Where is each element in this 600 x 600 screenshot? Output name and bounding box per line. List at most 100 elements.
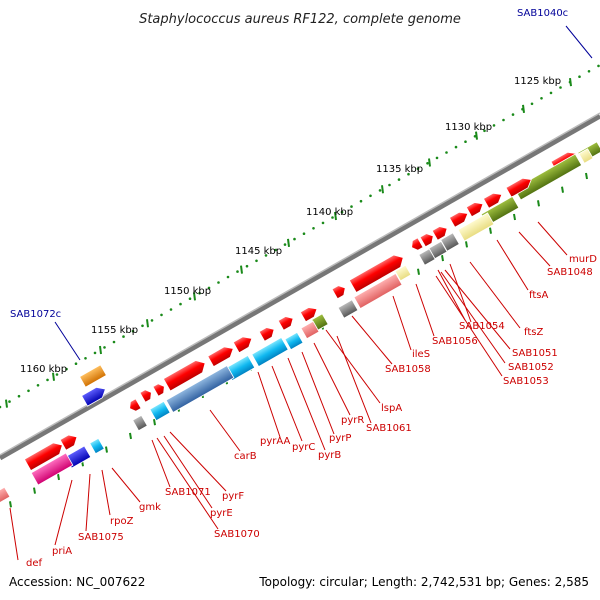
ruler-dot: [540, 97, 543, 100]
gene-label[interactable]: gmk: [139, 502, 161, 513]
leader-line: [469, 261, 521, 329]
gene-arrow: [578, 148, 594, 164]
gene-label[interactable]: ileS: [412, 349, 430, 360]
gene-label-outer[interactable]: SAB1040c: [517, 8, 568, 19]
ruler-dot: [8, 400, 11, 403]
ruler-dot: [245, 264, 249, 268]
ruler-dot: [483, 129, 486, 133]
ruler-dot: [74, 362, 78, 366]
gene-arrow: [419, 233, 434, 248]
gene-label[interactable]: carB: [234, 451, 257, 462]
leader-line: [435, 275, 503, 377]
gene-label[interactable]: SAB1056: [432, 336, 478, 347]
gene-label[interactable]: pyrR: [341, 415, 364, 426]
ruler-tick: [146, 319, 149, 328]
leader-line: [496, 239, 529, 291]
kbp-label: 1145 kbp: [235, 246, 282, 257]
gene-label-outer[interactable]: SAB1072c: [10, 309, 61, 320]
gene-label[interactable]: lspA: [381, 403, 402, 414]
ruler-dot: [226, 275, 230, 279]
ruler-dot: [36, 384, 40, 387]
gene-label[interactable]: pyrP: [329, 433, 351, 444]
leader-line: [101, 469, 111, 516]
gene-label[interactable]: SAB1053: [503, 376, 549, 387]
gene-shape: [79, 364, 107, 388]
gene-label[interactable]: SAB1070: [214, 529, 260, 540]
ruler-dot: [274, 248, 277, 252]
gene-arrow: [348, 254, 404, 293]
gene-label[interactable]: SAB1058: [385, 364, 431, 375]
ruler-tick: [99, 345, 102, 355]
leader-line: [392, 295, 412, 351]
gene-label[interactable]: pyrE: [210, 508, 233, 519]
gene-shape: [23, 442, 63, 472]
gene-label[interactable]: SAB1061: [366, 423, 412, 434]
ruler-dot: [150, 319, 154, 322]
gene-label[interactable]: murD: [569, 254, 597, 265]
gene-label[interactable]: rpoZ: [110, 516, 134, 527]
gene-label[interactable]: pyrAA: [260, 436, 290, 447]
gene-label[interactable]: SAB1051: [512, 348, 558, 359]
inner-tick: [441, 254, 444, 262]
inner-tick: [561, 186, 564, 193]
ruler-tick: [5, 399, 8, 408]
ruler-dot: [435, 156, 439, 160]
ruler-dot: [255, 259, 258, 263]
gene-arrow: [505, 177, 532, 198]
ruler-tick: [522, 104, 525, 114]
gene-arrow: [59, 434, 78, 451]
ruler-dot: [407, 172, 410, 176]
ruler-dot: [188, 297, 192, 301]
ruler-dot: [131, 329, 135, 333]
leader-line: [271, 365, 303, 442]
gene-label[interactable]: SAB1052: [508, 362, 554, 373]
leader-line: [437, 269, 466, 321]
gene-shape: [152, 383, 165, 397]
gene-label[interactable]: pyrB: [318, 450, 341, 461]
gene-label[interactable]: def: [26, 558, 43, 569]
ruler-tick: [569, 77, 572, 87]
ruler-tick: [475, 131, 478, 140]
gene-arrow: [284, 331, 304, 351]
kbp-label: 1130 kbp: [445, 122, 492, 133]
gene-arrow: [300, 320, 320, 340]
gene-label[interactable]: pyrF: [222, 491, 244, 502]
ruler-dot: [340, 210, 344, 214]
gene-shape: [162, 360, 206, 392]
ruler-dot: [312, 227, 315, 230]
ruler-dot: [530, 102, 534, 106]
inner-tick: [417, 268, 420, 275]
gene-label[interactable]: priA: [52, 546, 72, 557]
gene-arrow: [129, 398, 142, 412]
ruler-dot: [350, 205, 353, 208]
gene-arrow: [448, 211, 469, 228]
inner-tick: [105, 446, 108, 453]
gene-shape: [277, 316, 294, 331]
ruler-dot: [0, 405, 2, 409]
gene-label[interactable]: SAB1048: [547, 267, 593, 278]
gene-label[interactable]: ftsA: [529, 290, 548, 301]
gene-arrow: [394, 264, 412, 282]
gene-arrow: [81, 386, 106, 407]
gene-label[interactable]: SAB1075: [78, 532, 124, 543]
gene-label[interactable]: ftsZ: [524, 327, 543, 338]
kbp-ruler: [0, 64, 600, 508]
ruler-dot: [169, 308, 173, 311]
ruler-dot: [264, 254, 268, 257]
gene-arrow: [431, 226, 448, 241]
leader-line: [85, 473, 91, 532]
gene-arrow: [149, 400, 171, 422]
gene-arrow: [331, 285, 346, 300]
gene-label[interactable]: SAB1054: [459, 321, 505, 332]
ruler-dot: [55, 373, 59, 376]
gene-label[interactable]: pyrC: [292, 442, 315, 453]
ruler-tick: [287, 238, 290, 247]
gene-shape: [418, 248, 436, 266]
leader-line: [163, 435, 213, 509]
ruler-dot: [559, 86, 562, 89]
leader-line: [518, 231, 551, 267]
gene-arrow: [162, 360, 206, 392]
gene-shape: [132, 414, 148, 432]
gene-label[interactable]: SAB1071: [165, 487, 211, 498]
